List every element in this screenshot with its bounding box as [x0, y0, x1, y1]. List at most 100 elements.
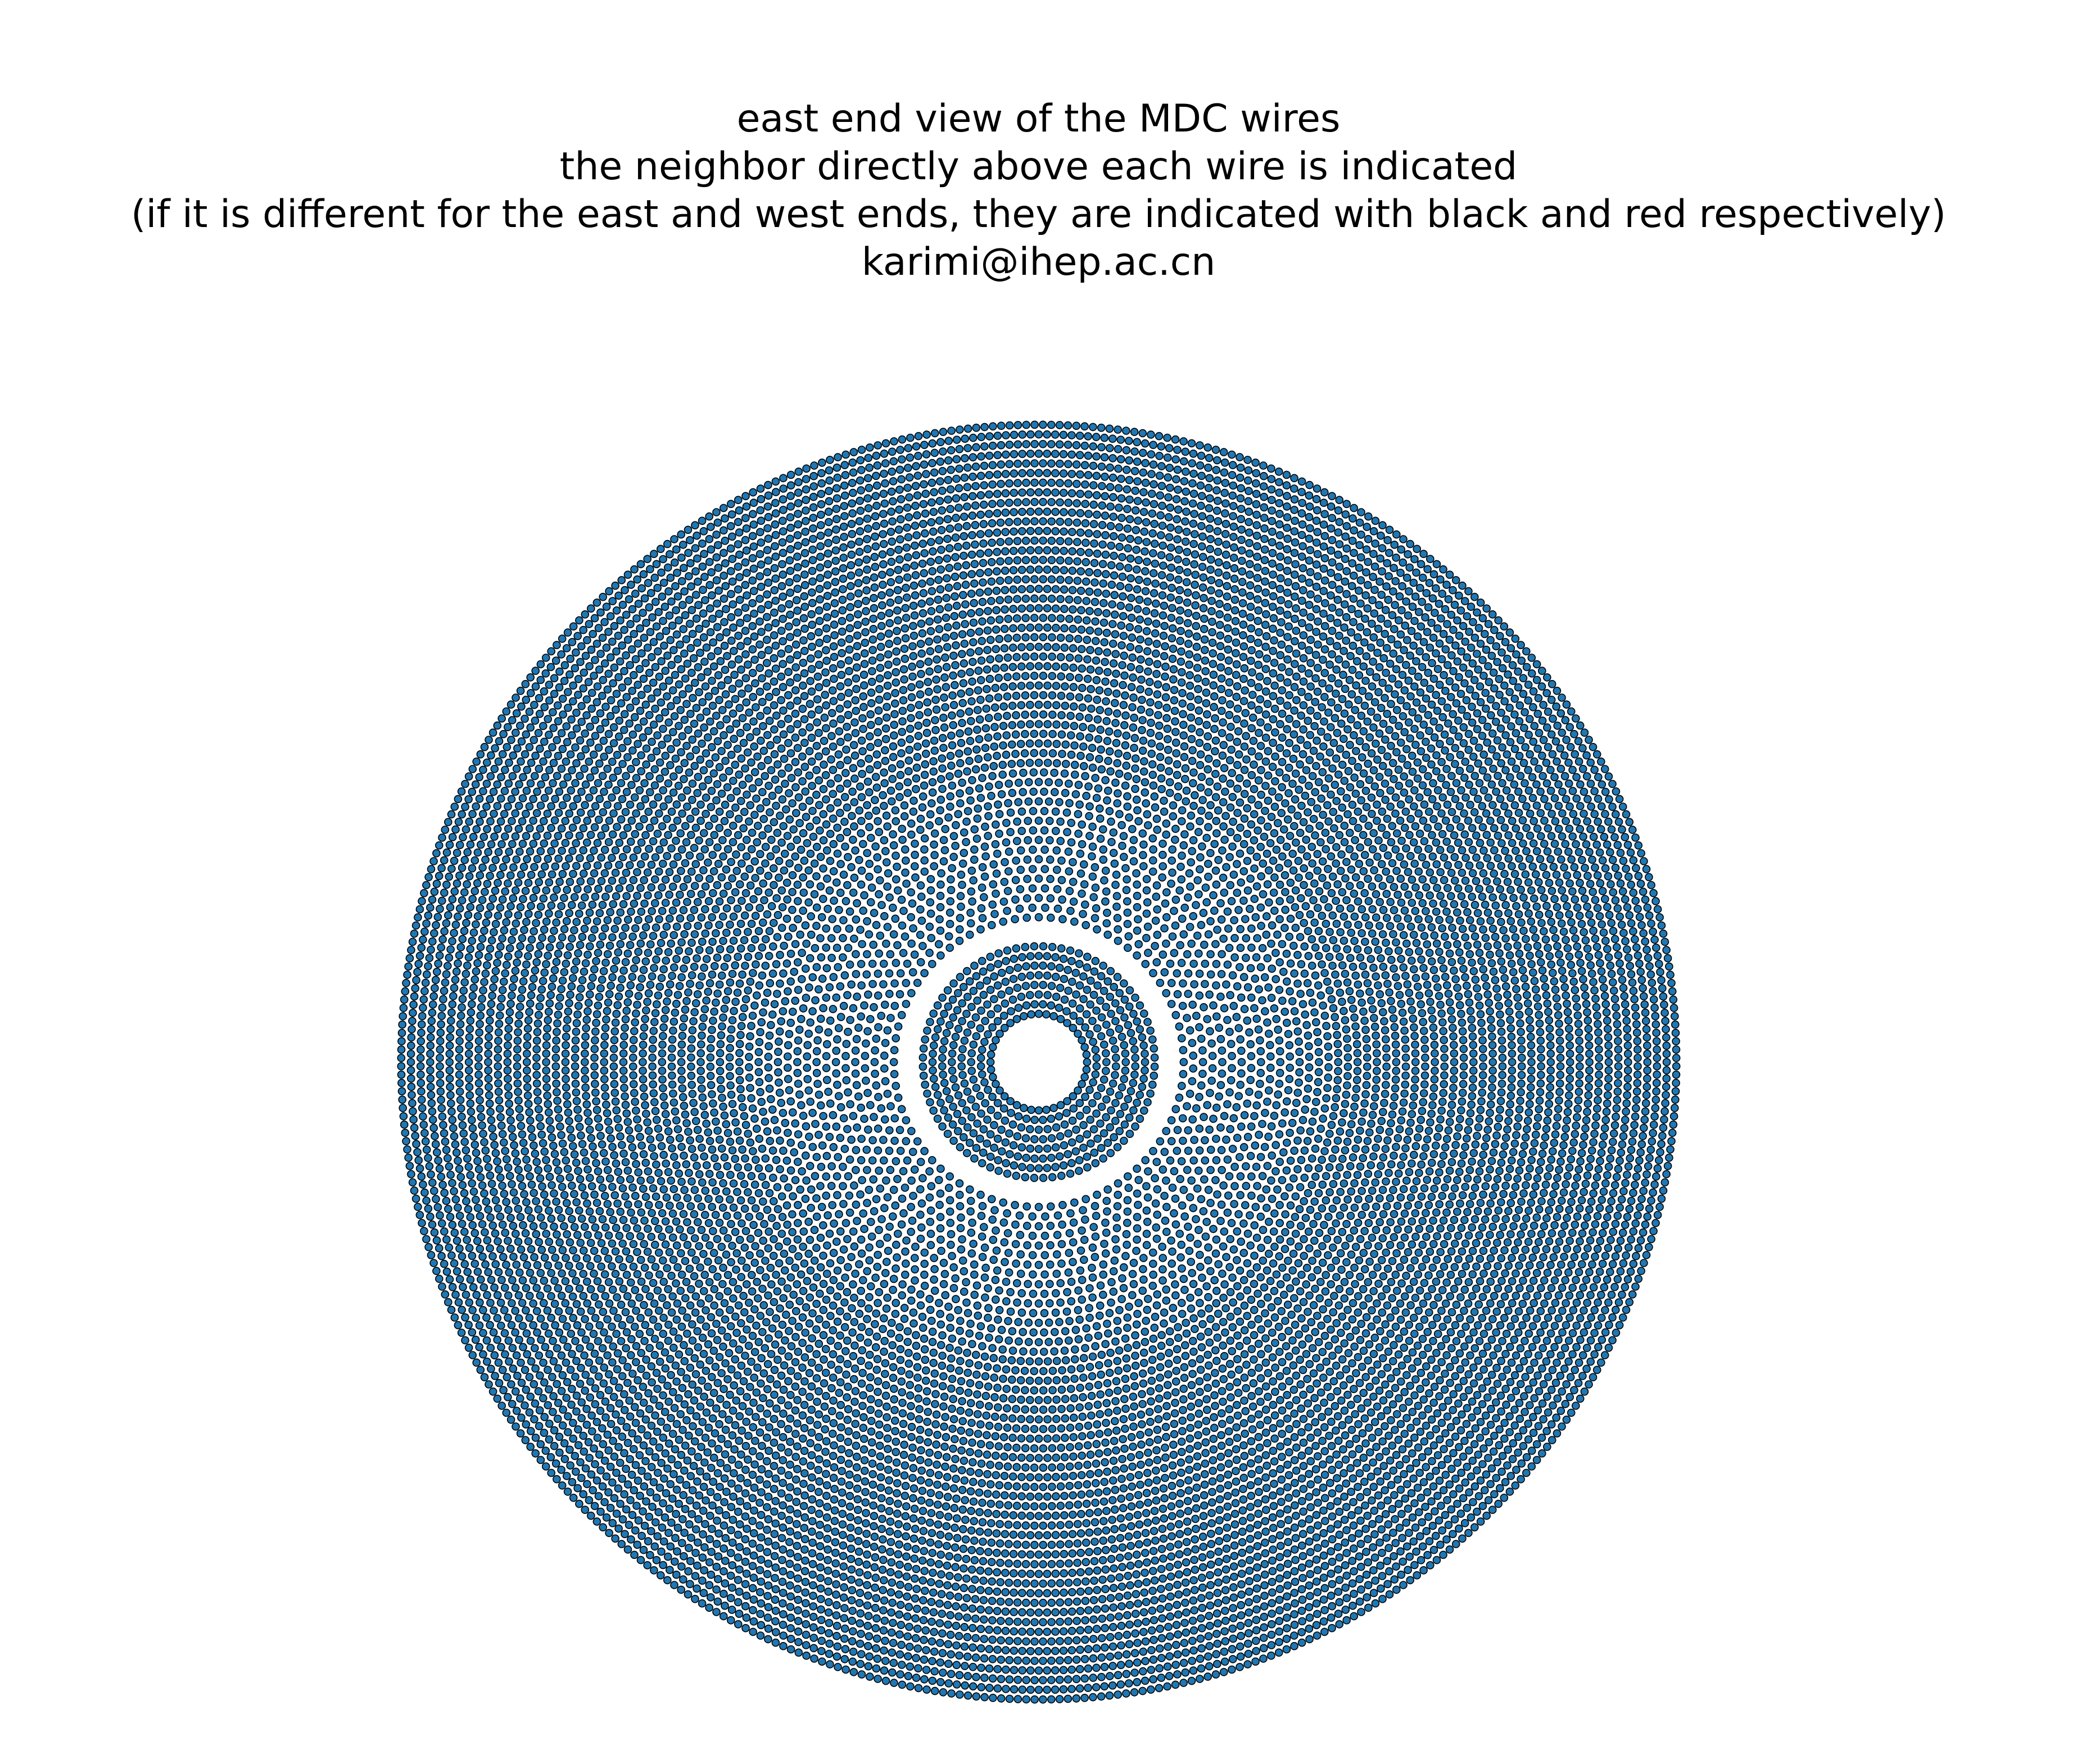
wire-point	[1253, 934, 1261, 942]
wire-point	[1006, 1307, 1015, 1316]
wire-point	[889, 841, 898, 850]
wire-point	[821, 1368, 830, 1377]
wire-point	[1138, 1033, 1147, 1042]
wire-point	[992, 1080, 1000, 1089]
wire-point	[1008, 1375, 1016, 1384]
wire-point	[922, 718, 931, 727]
wire-point	[770, 1251, 778, 1260]
wire-point	[1113, 759, 1121, 768]
wire-point	[1308, 1257, 1316, 1265]
wire-point	[698, 1178, 707, 1187]
wire-point	[983, 1000, 992, 1009]
wire-point	[893, 941, 902, 950]
wire-point	[1070, 702, 1078, 711]
wire-point	[1103, 931, 1112, 939]
wire-point	[1298, 1000, 1307, 1009]
wire-point	[1283, 977, 1291, 986]
wire-point	[990, 703, 999, 712]
wire-point	[1201, 1136, 1209, 1145]
wire-point	[1275, 1201, 1284, 1209]
wire-point	[914, 732, 923, 740]
wire-point	[1239, 840, 1248, 849]
wire-point	[1336, 988, 1345, 997]
wire-point	[1365, 1257, 1374, 1266]
wire-point	[1264, 796, 1273, 805]
wire-point	[929, 757, 938, 765]
wire-point	[1361, 1026, 1370, 1034]
wire-point	[1320, 1147, 1329, 1155]
wire-point	[1278, 758, 1287, 767]
wire-point	[1003, 711, 1011, 720]
wire-point	[927, 1182, 935, 1191]
wire-point	[989, 1236, 998, 1244]
wire-point	[802, 1151, 810, 1160]
wire-point	[814, 1090, 823, 1099]
wire-point	[1390, 1151, 1398, 1160]
wire-point	[1320, 784, 1329, 793]
wire-point	[739, 1291, 748, 1300]
wire-point	[949, 701, 958, 709]
wire-point	[747, 944, 756, 953]
wire-point	[655, 1133, 664, 1142]
wire-point	[840, 1323, 849, 1331]
wire-point	[888, 774, 897, 783]
wire-point	[1382, 1202, 1391, 1210]
wire-point	[1296, 1126, 1305, 1135]
wire-point	[690, 906, 699, 914]
wire-point	[763, 1205, 772, 1214]
wire-point	[1017, 701, 1026, 710]
wire-point	[1114, 749, 1123, 758]
wire-point	[701, 905, 709, 914]
wire-point	[1182, 1318, 1190, 1327]
wire-point	[1011, 876, 1020, 885]
wire-point	[1152, 814, 1161, 823]
wire-point	[904, 1349, 913, 1357]
wire-point	[1204, 823, 1212, 832]
wire-point	[972, 1370, 981, 1379]
wire-point	[823, 846, 831, 855]
wire-point	[1247, 771, 1256, 779]
wire-point	[1162, 1203, 1171, 1212]
wire-point	[812, 791, 821, 799]
wire-point	[966, 1319, 975, 1328]
wire-point	[1123, 1313, 1132, 1322]
wire-point	[1162, 1227, 1171, 1236]
wire-point	[1382, 1226, 1391, 1235]
wire-point	[875, 1166, 883, 1175]
wire-point	[1055, 1004, 1064, 1012]
wire-point	[1243, 1230, 1252, 1238]
wire-point	[1042, 1105, 1051, 1114]
wire-point	[1408, 956, 1416, 965]
wire-point	[948, 864, 956, 873]
wire-point	[1004, 1317, 1012, 1326]
wire-point	[1220, 1352, 1229, 1361]
wire-point	[948, 1058, 956, 1067]
wire-point	[970, 1290, 979, 1299]
wire-point	[1324, 865, 1332, 873]
wire-point	[834, 1024, 843, 1032]
wire-point	[839, 916, 848, 924]
wire-point	[865, 1186, 874, 1194]
wire-point	[679, 906, 688, 914]
wire-point	[1205, 1338, 1214, 1347]
wire-point	[855, 1309, 864, 1318]
wire-point	[992, 890, 1000, 898]
wire-point	[1178, 914, 1187, 923]
wire-point	[639, 1041, 648, 1049]
wire-point	[680, 964, 688, 973]
wire-point	[918, 1174, 927, 1182]
wire-point	[1060, 1141, 1069, 1150]
wire-point	[1324, 1213, 1333, 1221]
wire-point	[1236, 823, 1245, 832]
wire-point	[883, 923, 892, 931]
wire-point	[1078, 703, 1087, 712]
wire-point	[1123, 1207, 1132, 1216]
wire-point	[696, 1067, 705, 1075]
wire-point	[1093, 1024, 1102, 1033]
wire-point	[1347, 865, 1356, 874]
wire-point	[1369, 963, 1378, 972]
wire-point	[1114, 1190, 1122, 1199]
wire-point	[1212, 1012, 1221, 1021]
wire-point	[833, 1081, 841, 1089]
wire-point	[687, 1035, 696, 1044]
